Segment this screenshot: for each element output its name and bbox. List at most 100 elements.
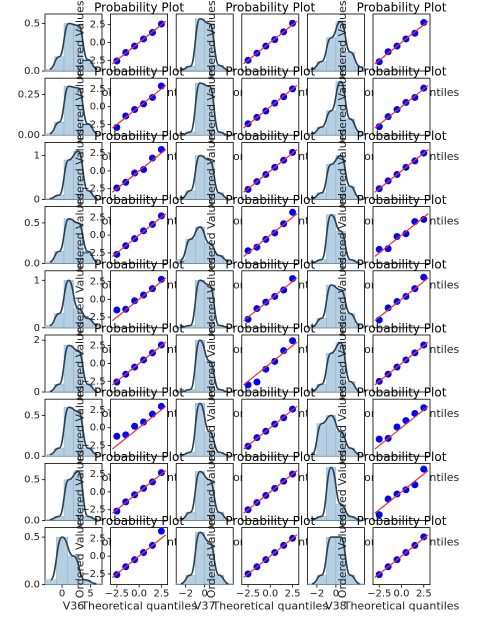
kde-line	[180, 17, 229, 71]
y-tick-label: 0.25	[18, 89, 40, 100]
y-axis-label: Ordered Values	[336, 257, 349, 341]
quantile-point	[393, 233, 401, 241]
plot-title: Probability Plot	[357, 65, 447, 79]
plot-title: Probability Plot	[357, 514, 447, 528]
kde-line	[49, 22, 98, 70]
y-tick-label: 2.5	[90, 212, 106, 223]
quantile-point	[131, 169, 139, 177]
kde-line	[180, 154, 229, 200]
quantile-point	[375, 123, 383, 131]
fit-line	[374, 277, 429, 322]
y-axis-label: Ordered Values	[336, 64, 349, 148]
quantile-point	[420, 404, 428, 412]
y-tick-label: 0.0	[24, 451, 40, 462]
plot-title: Probability Plot	[357, 1, 447, 15]
plot-title: Probability Plot	[225, 386, 315, 400]
quantile-point	[411, 29, 419, 37]
quantile-point	[393, 297, 401, 305]
y-axis-label: Ordered Values	[74, 450, 87, 534]
y-axis-label: Ordered Values	[336, 0, 349, 84]
y-tick-label: 2.5	[90, 148, 106, 159]
y-tick-label: 0.0	[90, 294, 106, 305]
quantile-point	[289, 208, 297, 216]
fit-line	[243, 213, 298, 257]
quantile-point	[244, 315, 252, 323]
y-tick-label: 0	[34, 387, 40, 398]
quantile-point	[289, 19, 297, 27]
plot-title: Probability Plot	[225, 193, 315, 207]
y-tick-label: 0.0	[24, 580, 40, 591]
y-axis-label: Ordered Values	[336, 321, 349, 405]
fit-line	[112, 341, 167, 386]
quantile-point	[384, 495, 392, 503]
x-tick-label: −2.5	[236, 589, 260, 600]
quantile-point	[411, 93, 419, 101]
x-tick-label: 5	[87, 589, 93, 600]
kde-line	[312, 80, 360, 135]
fit-line	[374, 149, 429, 193]
y-tick-label: −2.5	[81, 505, 105, 516]
fit-line	[243, 20, 298, 65]
y-tick-label: 0.0	[24, 515, 40, 526]
fit-line	[112, 470, 167, 514]
fit-line	[112, 534, 167, 578]
x-axis-label: Theoretical quantiles	[80, 600, 197, 613]
x-tick-label: 0	[202, 589, 208, 600]
quantile-point	[289, 337, 297, 345]
plot-title: Probability Plot	[225, 514, 315, 528]
quantile-point	[157, 146, 165, 154]
fit-line	[243, 405, 298, 450]
plot-title: Probability Plot	[225, 450, 315, 464]
quantile-point	[157, 275, 165, 283]
y-axis-label: Ordered Values	[205, 0, 218, 84]
quantile-point	[148, 93, 156, 101]
quantile-point	[393, 423, 401, 431]
kde-line	[49, 85, 98, 135]
y-tick-label: 0.0	[90, 38, 106, 49]
quantile-point	[131, 297, 139, 305]
fit-line	[374, 213, 429, 257]
y-axis-label: Ordered Values	[74, 385, 87, 469]
y-tick-label: 0.5	[24, 475, 40, 486]
quantile-point	[113, 507, 121, 515]
x-tick-label: −2	[178, 589, 193, 600]
plot-title: Probability Plot	[94, 1, 184, 15]
y-axis-label: Ordered Values	[205, 321, 218, 405]
y-tick-label: 0.5	[24, 218, 40, 229]
quantile-point	[122, 112, 130, 120]
fit-line	[112, 213, 167, 257]
fit-line	[374, 470, 429, 514]
y-tick-label: 0.0	[90, 166, 106, 177]
kde-line	[180, 279, 229, 329]
kde-line	[49, 344, 98, 393]
kde-line	[180, 82, 229, 136]
y-tick-label: 0.5	[24, 410, 40, 421]
quantile-point	[420, 465, 428, 473]
kde-line	[180, 531, 229, 585]
x-tick-label: −2	[310, 589, 325, 600]
y-tick-label: 0.0	[90, 359, 106, 370]
quantile-point	[157, 527, 165, 535]
quantile-point	[420, 533, 428, 541]
y-tick-label: 1	[34, 151, 40, 162]
quantile-point	[244, 247, 252, 255]
y-tick-label: 0.5	[24, 19, 40, 30]
fit-line	[112, 84, 167, 129]
y-tick-label: 0.0	[90, 423, 106, 434]
y-axis-label: Ordered Values	[336, 450, 349, 534]
plot-title: Probability Plot	[357, 257, 447, 271]
plot-title: Probability Plot	[357, 386, 447, 400]
y-tick-label: 2.5	[90, 20, 106, 31]
fit-line	[374, 341, 429, 386]
y-axis-label: Ordered Values	[74, 64, 87, 148]
y-tick-label: 0	[34, 194, 40, 205]
plot-title: Probability Plot	[357, 129, 447, 143]
quantile-point	[253, 305, 261, 313]
fit-line	[243, 84, 298, 129]
plot-title: Probability Plot	[94, 257, 184, 271]
y-tick-label: 0	[34, 323, 40, 334]
y-axis-label: Ordered Values	[205, 450, 218, 534]
quantile-point	[271, 357, 279, 365]
y-axis-label: Ordered Values	[336, 129, 349, 213]
kde-line	[49, 406, 98, 456]
